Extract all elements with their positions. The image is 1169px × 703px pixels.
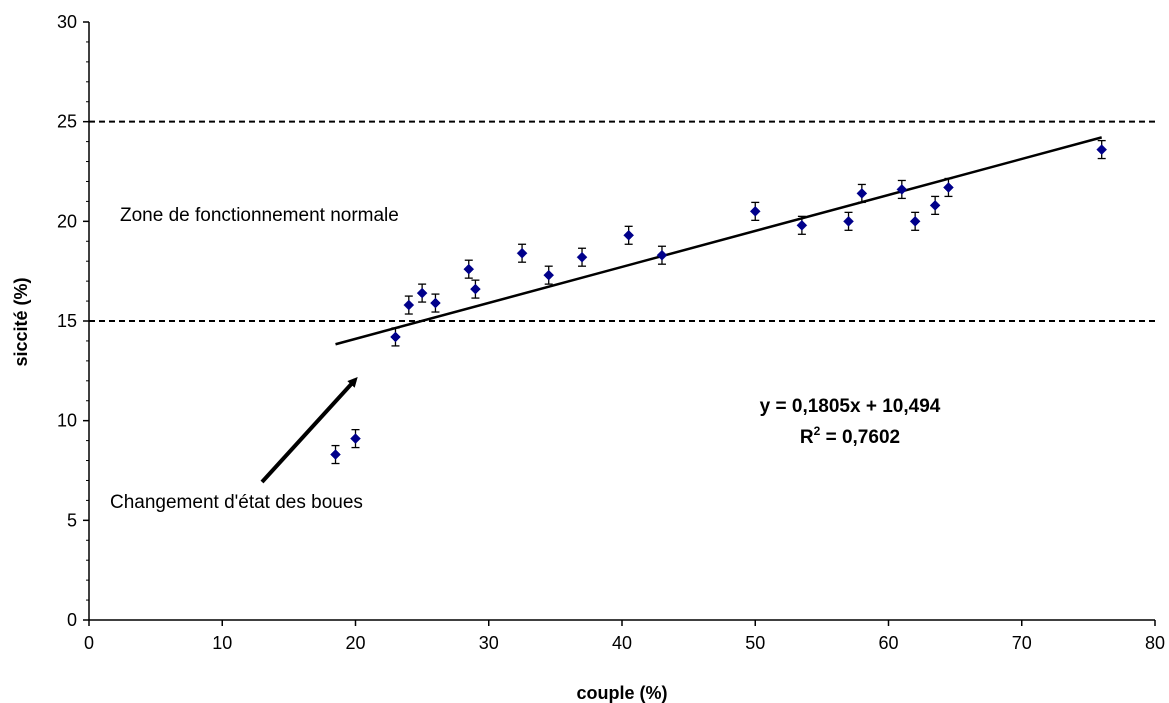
change-arrow [260,377,358,484]
r-squared: R2 = 0,7602 [800,424,900,448]
data-point [929,195,941,216]
r-squared-prefix: R [800,427,814,448]
y-tick-label: 15 [57,311,77,331]
x-tick-label: 20 [345,633,365,653]
data-marker [470,283,481,295]
zone-label: Zone de fonctionnement normale [120,205,399,226]
x-tick-label: 30 [479,633,499,653]
data-marker [943,182,954,193]
y-tick-label: 5 [67,510,77,530]
data-marker [463,263,475,275]
x-tick-label: 0 [84,633,94,653]
trendline [335,136,1103,346]
data-marker [796,219,808,231]
data-marker [749,206,761,217]
data-marker [656,249,668,261]
data-point [430,293,441,313]
trend-equation: y = 0,1805x + 10,494 [760,396,941,417]
y-tick-label: 0 [67,610,77,630]
change-label: Changement d'état des boues [110,492,363,513]
data-marker [516,247,528,259]
x-tick-label: 50 [745,633,765,653]
x-tick-label: 70 [1012,633,1032,653]
reference-lines [89,120,1155,322]
data-marker [403,299,415,311]
data-marker [929,200,941,211]
y-tick-label: 30 [57,12,77,32]
data-marker [896,184,908,195]
data-point [623,225,635,245]
data-points [330,139,1108,465]
y-tick-label: 10 [57,411,77,431]
x-tick-label: 60 [878,633,898,653]
data-point [403,295,415,315]
data-marker [430,297,441,309]
data-point [1096,139,1108,160]
tick-marks [83,21,1156,626]
data-point [516,243,528,263]
r-squared-value: = 0,7602 [820,427,900,448]
data-point [543,265,555,285]
data-point [656,245,668,265]
data-point [856,183,868,204]
trendline-group [335,136,1103,346]
x-tick-label: 40 [612,633,632,653]
data-point [576,247,588,267]
data-point [843,211,854,231]
data-marker [623,229,635,241]
data-point [463,259,475,279]
data-marker [543,269,555,281]
y-tick-label: 20 [57,211,77,231]
data-marker [416,287,428,299]
data-marker [576,251,588,263]
data-point [943,177,954,198]
data-marker [856,188,868,199]
y-axis-title: siccité (%) [11,277,31,366]
y-tick-label: 25 [57,112,77,132]
r-squared-superscript: 2 [814,424,821,438]
data-marker [843,215,854,227]
data-point [470,279,481,299]
data-marker [350,433,361,444]
x-tick-label: 80 [1145,633,1165,653]
data-marker [390,331,401,343]
data-point [390,327,401,347]
data-marker [909,215,921,227]
x-axis-title: couple (%) [576,683,667,703]
data-point [909,211,921,231]
data-point [416,283,428,303]
data-point [330,444,341,465]
data-point [749,201,761,221]
data-point [796,215,808,235]
tick-labels: 0 10 20 30 40 50 60 70 80 0 5 10 15 20 25 30 [57,12,1165,653]
x-tick-label: 10 [212,633,232,653]
data-marker [1096,144,1108,155]
data-marker [330,449,341,460]
data-point [896,179,908,200]
data-point [350,428,361,449]
